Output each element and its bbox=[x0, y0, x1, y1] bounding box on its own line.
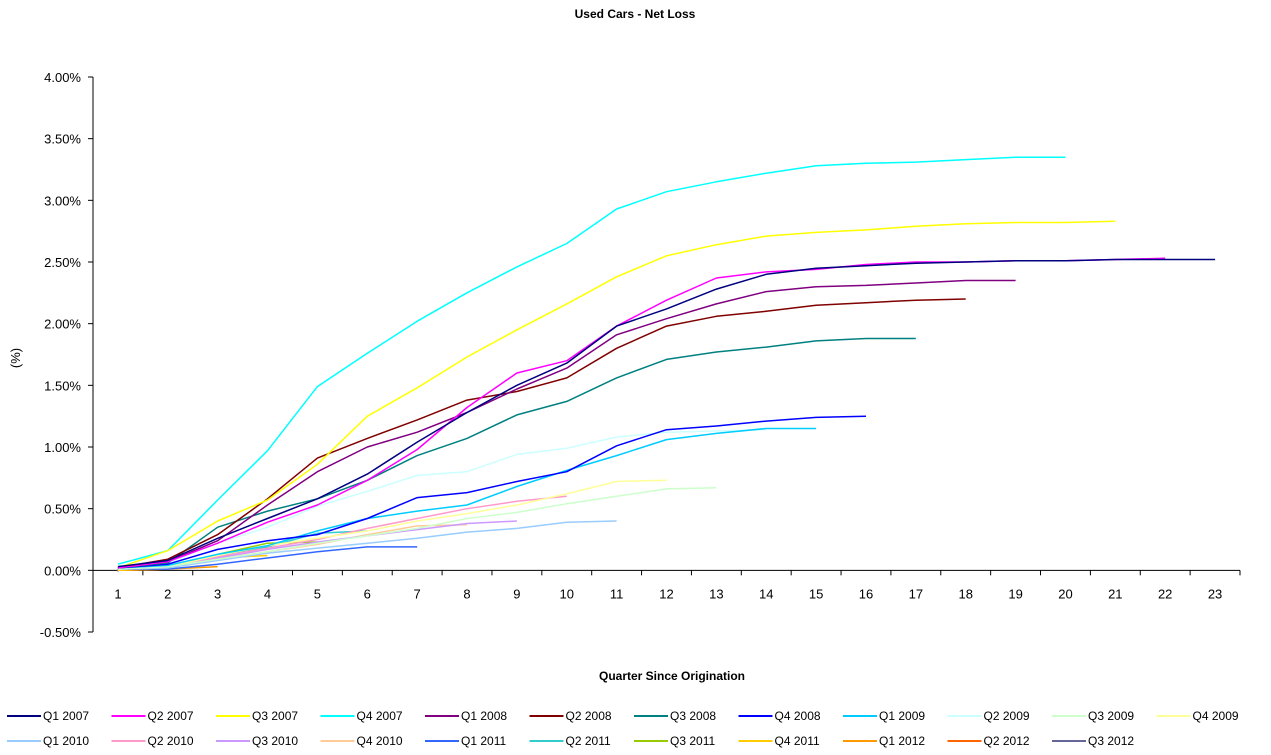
legend-item-q3-2011[interactable]: Q3 2011 bbox=[634, 734, 715, 748]
y-tick-label: 4.00% bbox=[44, 70, 81, 85]
series-layer bbox=[116, 156, 1216, 572]
x-tick-label: 21 bbox=[1108, 586, 1122, 601]
y-tick-label: 3.50% bbox=[44, 132, 81, 147]
legend-item-q4-2010[interactable]: Q4 2010 bbox=[320, 734, 403, 748]
legend-item-q1-2008[interactable]: Q1 2008 bbox=[425, 709, 507, 723]
x-tick-label: 1 bbox=[114, 586, 121, 601]
legend-item-q4-2011[interactable]: Q4 2011 bbox=[738, 734, 820, 748]
legend-label: Q3 2011 bbox=[670, 734, 715, 748]
x-tick-label: 2 bbox=[164, 586, 171, 601]
legend-item-q4-2009[interactable]: Q4 2009 bbox=[1156, 709, 1239, 723]
x-tick-label: 22 bbox=[1158, 586, 1172, 601]
x-tick-label: 16 bbox=[859, 586, 873, 601]
legend-label: Q1 2010 bbox=[43, 734, 89, 748]
x-axis-title: Quarter Since Origination bbox=[599, 669, 745, 683]
series-line-q4-2008 bbox=[117, 415, 867, 569]
y-tick-label: -0.50% bbox=[40, 625, 82, 640]
x-tick-label: 10 bbox=[560, 586, 574, 601]
axes: 4.00% 3.50% 3.00% 2.50% 2.00% 1.50% 1.00% 0.50%… bbox=[40, 70, 1241, 640]
legend-item-q3-2009[interactable]: Q3 2009 bbox=[1052, 709, 1134, 723]
series-line-q4-2009 bbox=[117, 479, 667, 570]
series-line-q1-2009 bbox=[117, 427, 817, 569]
legend-label: Q2 2009 bbox=[984, 709, 1030, 723]
legend-label: Q1 2008 bbox=[461, 709, 507, 723]
legend-label: Q1 2007 bbox=[43, 709, 89, 723]
y-tick-label: 3.00% bbox=[44, 193, 81, 208]
series-line-q1-2008 bbox=[117, 279, 1016, 569]
legend-item-q1-2007[interactable]: Q1 2007 bbox=[7, 709, 89, 723]
legend-label: Q2 2012 bbox=[984, 734, 1030, 748]
legend-label: Q4 2011 bbox=[775, 734, 820, 748]
legend-item-q1-2009[interactable]: Q1 2009 bbox=[843, 709, 925, 723]
series-line-q3-2009 bbox=[117, 486, 717, 570]
legend-label: Q3 2010 bbox=[252, 734, 298, 748]
legend-item-q2-2012[interactable]: Q2 2012 bbox=[947, 734, 1030, 748]
legend-item-q2-2011[interactable]: Q2 2011 bbox=[529, 734, 611, 748]
legend: Q1 2007 Q2 2007 Q3 2007 Q4 2007 Q1 2008 Q2 20… bbox=[7, 709, 1239, 748]
legend-label: Q1 2012 bbox=[879, 734, 925, 748]
x-tick-label: 11 bbox=[610, 586, 624, 601]
legend-item-q1-2011[interactable]: Q1 2011 bbox=[425, 734, 506, 748]
chart-title: Used Cars - Net Loss bbox=[575, 7, 696, 21]
legend-label: Q4 2007 bbox=[357, 709, 403, 723]
x-tick-label: 3 bbox=[214, 586, 221, 601]
x-tick-label: 23 bbox=[1208, 586, 1222, 601]
series-line-q3-2007 bbox=[117, 220, 1116, 569]
x-tick-label: 9 bbox=[513, 586, 520, 601]
legend-label: Q3 2007 bbox=[252, 709, 298, 723]
legend-label: Q2 2011 bbox=[566, 734, 611, 748]
series-line-q2-2009 bbox=[117, 428, 767, 569]
legend-item-q2-2007[interactable]: Q2 2007 bbox=[111, 709, 194, 723]
x-tick-label: 4 bbox=[264, 586, 271, 601]
x-tick-label: 13 bbox=[709, 586, 723, 601]
legend-label: Q3 2012 bbox=[1088, 734, 1134, 748]
x-tick-label: 6 bbox=[364, 586, 371, 601]
legend-item-q3-2012[interactable]: Q3 2012 bbox=[1052, 734, 1134, 748]
x-tick-label: 19 bbox=[1008, 586, 1022, 601]
legend-item-q3-2008[interactable]: Q3 2008 bbox=[634, 709, 716, 723]
y-tick-label: 1.50% bbox=[44, 378, 81, 393]
legend-label: Q2 2007 bbox=[148, 709, 194, 723]
legend-label: Q3 2008 bbox=[670, 709, 716, 723]
legend-item-q2-2009[interactable]: Q2 2009 bbox=[947, 709, 1030, 723]
y-tick-label: 0.00% bbox=[44, 563, 81, 578]
legend-label: Q4 2008 bbox=[775, 709, 821, 723]
series-line-q1-2011 bbox=[117, 546, 418, 570]
x-tick-label: 15 bbox=[809, 586, 823, 601]
x-tick-label: 12 bbox=[659, 586, 673, 601]
legend-label: Q2 2008 bbox=[566, 709, 612, 723]
x-tick-label: 7 bbox=[414, 586, 421, 601]
legend-item-q4-2007[interactable]: Q4 2007 bbox=[320, 709, 403, 723]
legend-item-q1-2012[interactable]: Q1 2012 bbox=[843, 734, 925, 748]
y-tick-label: 2.00% bbox=[44, 317, 81, 332]
y-tick-label: 2.50% bbox=[44, 255, 81, 270]
y-axis-title: (%) bbox=[8, 348, 23, 368]
series-line-q4-2007 bbox=[117, 156, 1066, 565]
legend-item-q2-2010[interactable]: Q2 2010 bbox=[111, 734, 194, 748]
y-tick-label: 0.50% bbox=[44, 502, 81, 517]
legend-item-q2-2008[interactable]: Q2 2008 bbox=[529, 709, 612, 723]
series-line-q2-2007 bbox=[117, 257, 1166, 569]
x-tick-label: 17 bbox=[909, 586, 923, 601]
series-line-q2-2008 bbox=[117, 298, 966, 569]
legend-item-q3-2010[interactable]: Q3 2010 bbox=[216, 734, 298, 748]
legend-label: Q1 2009 bbox=[879, 709, 925, 723]
x-tick-label: 8 bbox=[463, 586, 470, 601]
legend-label: Q3 2009 bbox=[1088, 709, 1134, 723]
legend-item-q3-2007[interactable]: Q3 2007 bbox=[216, 709, 298, 723]
legend-label: Q4 2009 bbox=[1193, 709, 1239, 723]
x-tick-label: 20 bbox=[1058, 586, 1072, 601]
x-tick-label: 18 bbox=[958, 586, 972, 601]
series-line-q1-2010 bbox=[117, 520, 617, 570]
series-line-q1-2007 bbox=[117, 258, 1216, 568]
legend-label: Q4 2010 bbox=[357, 734, 403, 748]
x-tick-label: 5 bbox=[314, 586, 321, 601]
y-tick-label: 1.00% bbox=[44, 440, 81, 455]
legend-label: Q2 2010 bbox=[148, 734, 194, 748]
legend-item-q4-2008[interactable]: Q4 2008 bbox=[738, 709, 821, 723]
legend-label: Q1 2011 bbox=[461, 734, 506, 748]
x-tick-label: 14 bbox=[759, 586, 773, 601]
legend-item-q1-2010[interactable]: Q1 2010 bbox=[7, 734, 89, 748]
